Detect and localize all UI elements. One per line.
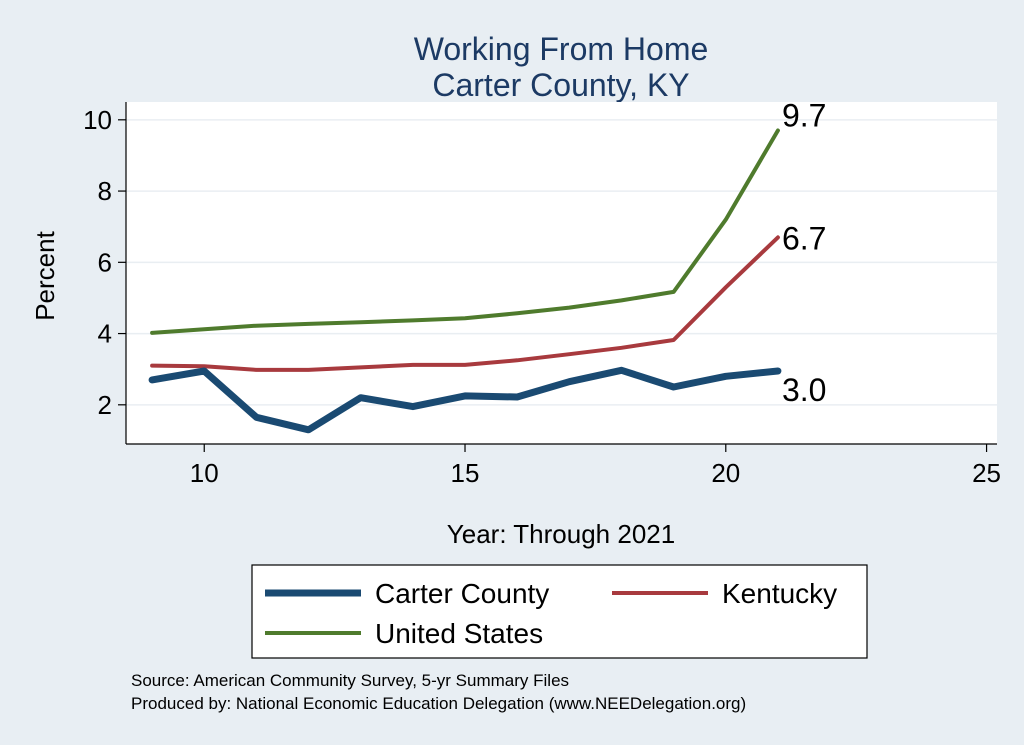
- end-label-carter-county: 3.0: [782, 372, 826, 408]
- legend: Carter County Kentucky United States: [251, 564, 868, 659]
- series-lines: [148, 128, 782, 434]
- gridlines: [126, 119, 997, 406]
- series-line-united-states: [150, 128, 780, 335]
- legend-label-carter-county: Carter County: [375, 578, 549, 609]
- y-tick-label: 6: [98, 247, 112, 277]
- legend-label-kentucky: Kentucky: [722, 578, 837, 609]
- y-tick-label: 10: [83, 105, 112, 135]
- legend-items: Carter County Kentucky United States: [265, 578, 837, 649]
- x-tick-label: 25: [972, 458, 1001, 488]
- y-tick-label: 4: [98, 319, 112, 349]
- y-tick-label: 8: [98, 176, 112, 206]
- legend-box: [251, 564, 868, 659]
- axes: 2 4 6 8 10 10 15 20 25: [83, 102, 1001, 488]
- legend-label-united-states: United States: [375, 618, 543, 649]
- chart-subtitle: Carter County, KY: [432, 67, 689, 103]
- y-axis-label: Percent: [30, 230, 60, 320]
- source-note: Source: American Community Survey, 5-yr …: [131, 671, 569, 690]
- y-tick-label: 2: [98, 390, 112, 420]
- x-tick-label: 10: [190, 458, 219, 488]
- end-label-kentucky: 6.7: [782, 220, 826, 256]
- plot-area: [126, 102, 997, 444]
- series-line-kentucky: [150, 235, 780, 372]
- x-tick-label: 15: [451, 458, 480, 488]
- producer-note: Produced by: National Economic Education…: [131, 694, 746, 713]
- end-label-united-states: 9.7: [782, 98, 826, 134]
- x-tick-label: 20: [711, 458, 740, 488]
- end-labels: 3.0 6.7 9.7: [782, 98, 826, 408]
- x-axis-label: Year: Through 2021: [447, 519, 675, 549]
- chart-title: Working From Home: [414, 31, 709, 67]
- series-line-carter-county: [148, 366, 782, 434]
